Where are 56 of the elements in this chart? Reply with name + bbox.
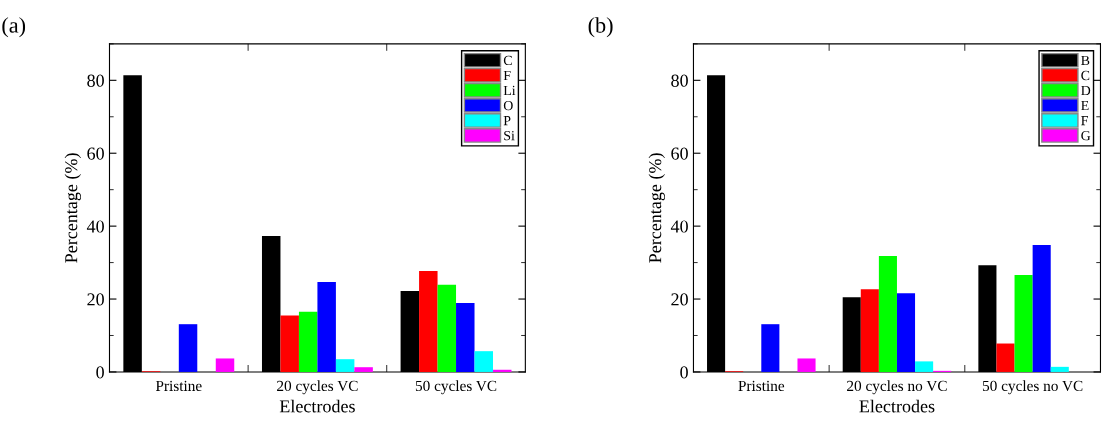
bar bbox=[335, 359, 355, 372]
legend-label: Si bbox=[504, 130, 515, 141]
bar bbox=[419, 270, 438, 372]
x-tick-label: 50 cycles VC bbox=[415, 380, 497, 395]
legend-label: F bbox=[503, 70, 511, 81]
bar bbox=[317, 281, 336, 372]
bar bbox=[878, 256, 897, 372]
bar bbox=[797, 358, 816, 372]
bar bbox=[298, 311, 318, 372]
y-tick-label: 20 bbox=[671, 293, 688, 306]
bar bbox=[1032, 245, 1051, 372]
legend-label: Li bbox=[503, 85, 516, 96]
x-tick-label: Pristine bbox=[155, 380, 202, 392]
x-tick-label: 50 cycles no VC bbox=[982, 380, 1083, 395]
x-tick-label: 20 cycles no VC bbox=[847, 380, 947, 395]
bar bbox=[915, 361, 934, 372]
x-tick-label: 20 cycles VC bbox=[277, 380, 358, 395]
chart-title: (a) bbox=[2, 17, 26, 38]
bar bbox=[860, 289, 879, 372]
chart-title: (b) bbox=[588, 17, 613, 38]
y-tick-label: 0 bbox=[96, 366, 104, 379]
x-axis-title: Electrodes bbox=[279, 399, 355, 413]
y-tick-label: 40 bbox=[670, 220, 688, 233]
x-axis-title: Electrodes bbox=[859, 399, 935, 413]
bar bbox=[474, 351, 494, 372]
x-tick-label: Pristine bbox=[738, 380, 785, 392]
bar bbox=[896, 293, 916, 372]
legend-label: O bbox=[503, 100, 513, 111]
legend-label: B bbox=[1081, 55, 1090, 66]
y-tick-label: 80 bbox=[671, 74, 688, 87]
y-axis-title: Percentage (%) bbox=[64, 153, 82, 263]
bar bbox=[178, 324, 198, 372]
bar bbox=[437, 284, 457, 372]
y-tick-label: 60 bbox=[87, 147, 104, 160]
legend-label: G bbox=[1081, 130, 1091, 141]
y-axis-title: Percentage (%) bbox=[648, 153, 665, 263]
bar bbox=[1014, 274, 1033, 372]
bar bbox=[1050, 366, 1069, 372]
bar bbox=[761, 324, 780, 372]
y-tick-label: 80 bbox=[87, 74, 104, 87]
bar bbox=[996, 343, 1015, 372]
y-tick-label: 0 bbox=[680, 366, 688, 379]
legend-label: P bbox=[503, 116, 511, 126]
bar bbox=[280, 315, 299, 372]
legend-label: E bbox=[1081, 101, 1089, 111]
bar bbox=[354, 367, 373, 372]
legend-label: C bbox=[1081, 70, 1090, 81]
legend-label: F bbox=[1081, 116, 1088, 126]
bar bbox=[493, 369, 512, 372]
y-tick-label: 40 bbox=[86, 220, 104, 233]
legend-label: C bbox=[503, 55, 512, 66]
bar bbox=[456, 303, 475, 372]
bar bbox=[215, 358, 235, 372]
y-tick-label: 20 bbox=[87, 293, 104, 306]
y-tick-label: 60 bbox=[671, 147, 688, 160]
legend-label: D bbox=[1081, 85, 1091, 96]
